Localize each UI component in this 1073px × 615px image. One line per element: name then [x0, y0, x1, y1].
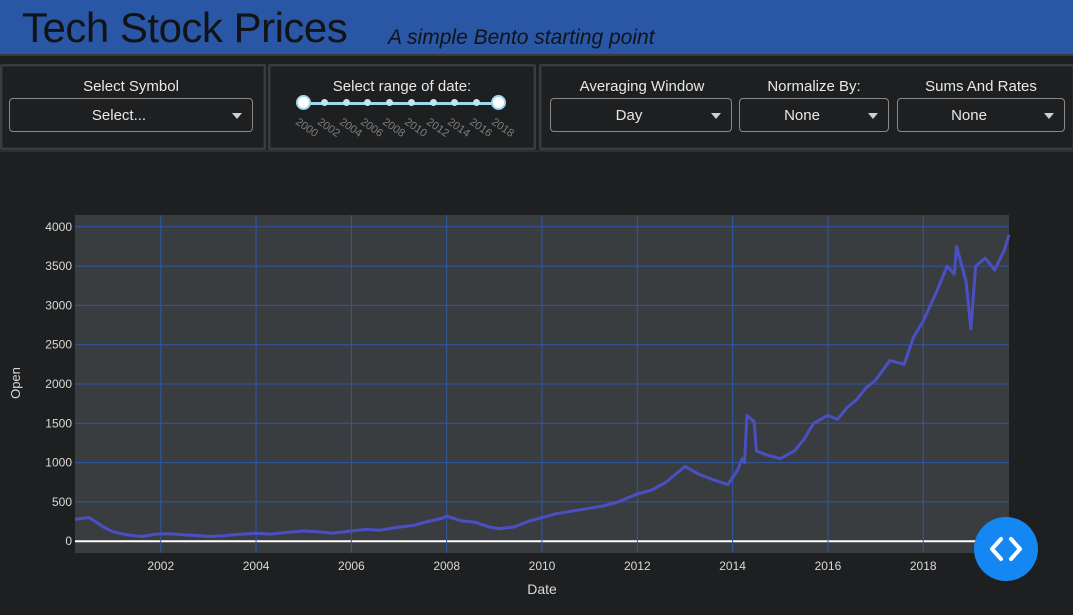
- slider-tick-dot[interactable]: [407, 99, 415, 106]
- symbol-panel: Select Symbol Select...: [0, 64, 266, 150]
- slider-tick-dot[interactable]: [451, 99, 459, 106]
- chevron-down-icon: [232, 113, 242, 119]
- x-axis-label: Date: [527, 581, 557, 597]
- chevron-down-icon: [868, 113, 878, 119]
- date-range-start-handle[interactable]: [296, 95, 311, 110]
- x-tick-label: 2002: [147, 559, 174, 573]
- x-tick-label: 2016: [815, 559, 842, 573]
- normalize-dropdown[interactable]: None: [739, 98, 889, 132]
- date-range-slider-track[interactable]: [302, 102, 498, 105]
- slider-tick-dot[interactable]: [320, 99, 328, 106]
- y-tick-label: 1000: [45, 456, 72, 470]
- series-line: [74, 234, 1011, 538]
- stock-price-chart[interactable]: 0 500 1000 1500 2000 2500 3000 3500 4000 2002 200…: [0, 155, 1073, 615]
- y-tick-label: 1500: [45, 416, 72, 430]
- y-tick-label: 4000: [45, 220, 72, 234]
- normalize-value: None: [784, 107, 820, 124]
- y-tick-label: 500: [52, 495, 72, 509]
- x-tick-label: 2004: [243, 559, 270, 573]
- y-tick-label: 3500: [45, 259, 72, 273]
- y-tick-label: 0: [65, 534, 72, 548]
- symbol-placeholder: Select...: [91, 107, 147, 124]
- date-range-end-handle[interactable]: [491, 95, 506, 110]
- date-range-panel: Select range of date:: [268, 64, 536, 150]
- options-panel: Averaging Window Normalize By: Sums And …: [539, 64, 1073, 150]
- page-title: Tech Stock Prices: [22, 4, 348, 51]
- sums-label: Sums And Rates: [925, 78, 1037, 95]
- y-tick-label: 2500: [45, 338, 72, 352]
- x-tick-label: 2006: [338, 559, 365, 573]
- x-tick-label: 2014: [719, 559, 746, 573]
- averaging-dropdown[interactable]: Day: [550, 98, 732, 132]
- code-brackets-icon: [990, 537, 1022, 561]
- y-tick-label: 3000: [45, 298, 72, 312]
- symbol-label: Select Symbol: [83, 78, 179, 95]
- sums-value: None: [951, 107, 987, 124]
- x-tick-label: 2018: [910, 559, 937, 573]
- page-subtitle: A simple Bento starting point: [388, 26, 655, 49]
- x-tick-label: 2010: [529, 559, 556, 573]
- slider-tick-dot[interactable]: [429, 99, 437, 106]
- slider-tick-dot[interactable]: [473, 99, 481, 106]
- averaging-value: Day: [615, 107, 643, 124]
- chevron-down-icon: [1044, 113, 1054, 119]
- y-axis-label: Open: [8, 367, 23, 399]
- x-tick-label: 2012: [624, 559, 651, 573]
- slider-tick-dot[interactable]: [342, 99, 350, 106]
- x-tick-label: 2008: [433, 559, 460, 573]
- averaging-label: Averaging Window: [579, 78, 705, 95]
- app-header: Tech Stock Prices A simple Bento startin…: [0, 0, 1073, 56]
- sums-dropdown[interactable]: None: [897, 98, 1065, 132]
- normalize-label: Normalize By:: [767, 78, 861, 95]
- slider-tick-dot[interactable]: [364, 99, 372, 106]
- slider-tick-dot[interactable]: [386, 99, 394, 106]
- chevron-down-icon: [711, 113, 721, 119]
- section-divider: [0, 150, 1073, 152]
- code-toggle-button[interactable]: [974, 517, 1038, 581]
- date-range-label: Select range of date:: [332, 78, 472, 95]
- symbol-dropdown[interactable]: Select...: [9, 98, 253, 132]
- y-tick-label: 2000: [45, 377, 72, 391]
